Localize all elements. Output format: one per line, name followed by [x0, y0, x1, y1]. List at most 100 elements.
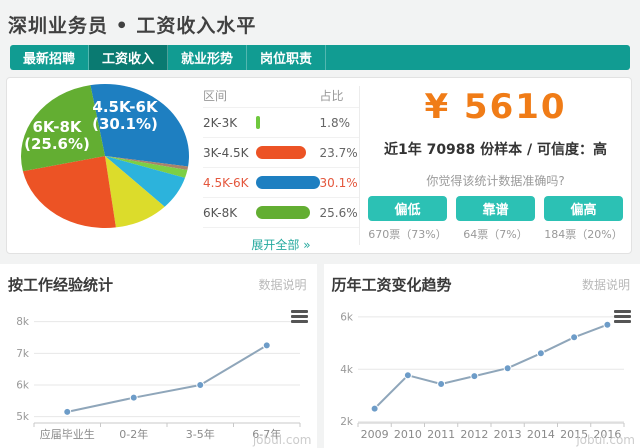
- pct-value: 23.7%: [319, 145, 358, 160]
- pct-value: 30.1%: [319, 175, 358, 190]
- vote-too-high-group: 偏高 184票（20%）: [544, 196, 623, 242]
- x-tick-label: 2011: [427, 428, 455, 441]
- y-tick-label: 6k: [340, 311, 354, 323]
- x-tick-label: 3-5年: [186, 427, 215, 441]
- y-tick-label: 8k: [16, 316, 30, 328]
- watermark: jobui.com: [252, 433, 312, 447]
- data-note-link[interactable]: 数据说明: [258, 278, 307, 292]
- ratio-bar: [256, 146, 307, 159]
- table-body: 2K-3K 1.8% 3K-4.5K 23.7% 4.5K-6K 30.1% 6K-8K 25…: [203, 108, 359, 228]
- column-header-range: 区间: [203, 89, 228, 103]
- table-header-row: 区间 占比: [203, 84, 359, 108]
- sample-prefix: 近1年: [383, 142, 427, 158]
- table-row: 2K-3K 1.8%: [203, 108, 359, 138]
- y-tick-label: 5k: [16, 411, 30, 423]
- pie-slice-2K-3K[interactable]: [105, 156, 188, 178]
- trend-panel: 历年工资变化趋势 数据说明 2k 4k 6k 2009 2010 2011 2012 2013…: [323, 264, 640, 448]
- table-row: 6K-8K 25.6%: [203, 198, 359, 228]
- ratio-bar: [256, 176, 320, 189]
- vote-reliable-group: 靠谱 64票（7%）: [456, 196, 535, 242]
- ratio-bar: [256, 206, 311, 219]
- data-point[interactable]: [569, 333, 578, 342]
- data-point[interactable]: [196, 381, 205, 389]
- data-point[interactable]: [403, 371, 412, 380]
- vote-reliable-button[interactable]: 靠谱: [456, 196, 535, 221]
- average-salary-amount: ¥ 5610: [424, 87, 567, 127]
- vote-count: 670票（73%）: [368, 228, 447, 241]
- tab-job-duties[interactable]: 岗位职责: [247, 45, 327, 70]
- y-tick-label: 2k: [340, 416, 354, 428]
- vote-too-low-button[interactable]: 偏低: [368, 196, 447, 221]
- range-label: 3K-4.5K: [203, 145, 249, 160]
- watermark: jobui.com: [576, 433, 635, 447]
- range-label: 6K-8K: [203, 205, 238, 220]
- vote-count: 64票（7%）: [463, 228, 528, 241]
- accuracy-question: 你觉得该统计数据准确吗?: [426, 174, 565, 188]
- tab-latest-jobs[interactable]: 最新招聘: [10, 45, 90, 70]
- x-tick-label: 0-2年: [119, 427, 148, 441]
- tab-employment-situation[interactable]: 就业形势: [168, 45, 248, 70]
- chart-menu-icon[interactable]: [614, 310, 631, 325]
- salary-range-table: 区间 占比 2K-3K 1.8% 3K-4.5K 23.7% 4.5K-6K 30.1% 6…: [201, 78, 359, 253]
- pie-slice-other-3[interactable]: [105, 156, 185, 207]
- pie-slice-4.5K-6K[interactable]: [90, 84, 189, 167]
- x-tick-label: 2016: [593, 428, 621, 441]
- vote-too-low-group: 偏低 670票（73%）: [368, 196, 447, 242]
- vote-count: 184票（20%）: [544, 228, 623, 241]
- ratio-bar: [256, 116, 261, 129]
- expand-all-link[interactable]: 展开全部 »: [251, 238, 311, 252]
- x-tick-label: 2009: [360, 428, 388, 441]
- bottom-charts-row: 按工作经验统计 数据说明 5k 6k 7k 8k 应届毕业生 0-2年 3-5年 6-7年 j…: [0, 264, 640, 448]
- x-tick-label: 2013: [493, 428, 521, 441]
- range-label: 2K-3K: [203, 115, 238, 130]
- tab-salary-income[interactable]: 工资收入: [89, 45, 169, 70]
- data-point[interactable]: [262, 341, 271, 350]
- data-point[interactable]: [370, 404, 379, 413]
- pie-slice-3K-4.5K[interactable]: [22, 156, 116, 229]
- data-point[interactable]: [436, 379, 445, 388]
- vote-buttons-row: 偏低 670票（73%） 靠谱 64票（7%） 偏高 184票（20%）: [360, 196, 631, 242]
- sample-count: 70988: [426, 142, 476, 158]
- y-tick-label: 7k: [16, 348, 30, 360]
- x-tick-label: 应届毕业生: [40, 427, 95, 441]
- salary-range-pie-zone: 4.5K-6K (30.1%) 6K-8K (25.6%): [7, 78, 201, 253]
- data-point[interactable]: [536, 349, 545, 358]
- chart-menu-icon[interactable]: [290, 310, 308, 325]
- x-tick-label: 6-7年: [252, 427, 281, 441]
- experience-panel: 按工作经验统计 数据说明 5k 6k 7k 8k 应届毕业生 0-2年 3-5年 6-7年 j…: [0, 264, 317, 448]
- data-point[interactable]: [63, 407, 72, 416]
- confidence-level: 高: [593, 142, 608, 158]
- y-tick-label: 4k: [340, 364, 354, 376]
- ratio-bar-cell: [256, 206, 319, 219]
- data-point[interactable]: [129, 393, 138, 402]
- x-tick-label: 2010: [393, 428, 421, 441]
- pie-slice-6K-8K[interactable]: [21, 85, 105, 172]
- ratio-bar-cell: [256, 146, 319, 159]
- experience-line-chart: 5k 6k 7k 8k 应届毕业生 0-2年 3-5年 6-7年: [16, 316, 301, 441]
- y-tick-label: 6k: [16, 380, 30, 392]
- sample-middle: 份样本 / 可信度：: [475, 142, 594, 158]
- table-row: 3K-4.5K 23.7%: [203, 138, 359, 168]
- ratio-bar-cell: [256, 116, 319, 129]
- panel-title: 按工作经验统计: [8, 276, 114, 294]
- table-row: 4.5K-6K 30.1%: [203, 168, 359, 198]
- panel-title: 历年工资变化趋势: [331, 276, 452, 294]
- ratio-bar-cell: [256, 176, 320, 189]
- data-note-link[interactable]: 数据说明: [581, 278, 630, 292]
- pie-slice-other-4[interactable]: [105, 156, 165, 228]
- pct-value: 1.8%: [319, 115, 351, 130]
- pie-slice-other-1[interactable]: [105, 156, 189, 170]
- trend-line-chart: 2k 4k 6k 2009 2010 2011 2012 2013 2014 2015 2016: [340, 311, 624, 441]
- vote-too-high-button[interactable]: 偏高: [544, 196, 623, 221]
- data-point[interactable]: [503, 364, 512, 373]
- data-point[interactable]: [469, 372, 478, 381]
- page-title: 深圳业务员 • 工资收入水平: [8, 15, 257, 37]
- x-tick-label: 2015: [560, 428, 588, 441]
- panel-header: 历年工资变化趋势 数据说明: [324, 264, 640, 299]
- column-header-pct: 占比: [319, 89, 344, 103]
- sample-info-line: 近1年 70988 份样本 / 可信度：高: [360, 139, 631, 159]
- data-point[interactable]: [602, 320, 611, 329]
- series-line: [373, 323, 608, 410]
- average-salary-panel: ¥ 5610 近1年 70988 份样本 / 可信度：高 你觉得该统计数据准确吗…: [360, 78, 631, 253]
